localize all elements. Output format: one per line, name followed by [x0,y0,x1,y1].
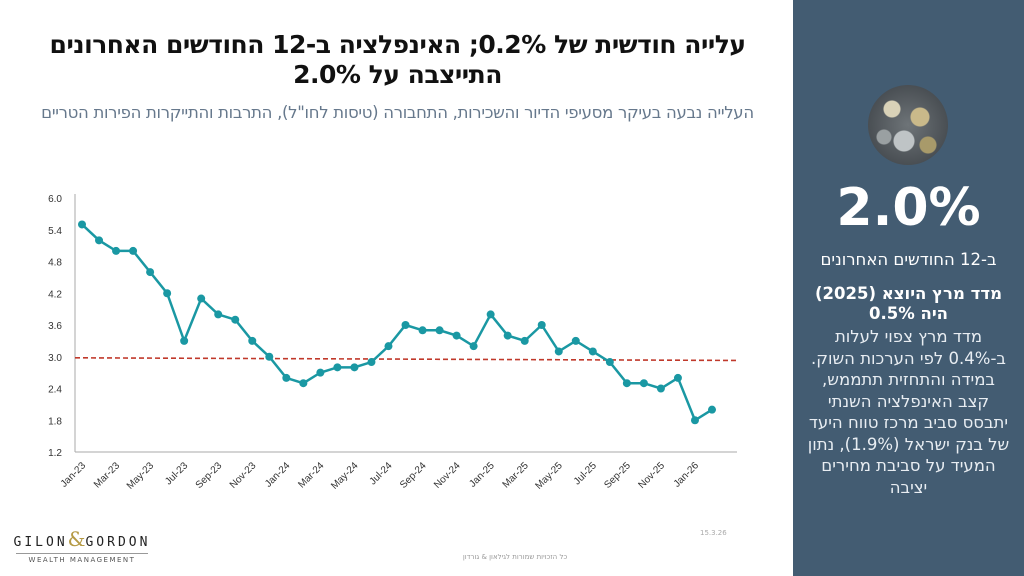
data-point [690,416,699,425]
slide-date: 15.3.26 [700,529,727,537]
x-tick-label: Nov-25 [636,460,667,491]
y-tick-label: 6.0 [48,194,62,205]
page-subtitle: העלייה נבעה בעיקר מסעיפי הדיור והשכירות,… [41,103,754,122]
headline-caption: ב-12 החודשים האחרונים [820,250,997,269]
data-point [299,379,308,388]
data-point [452,331,461,340]
body-text: מדד מרץ צפוי לעלות ב-0.4% לפי הערכות השו… [807,327,1010,497]
data-point [248,336,257,345]
data-point [112,246,121,255]
y-tick-label: 4.2 [48,289,62,300]
data-point [129,246,138,255]
data-point [520,336,529,345]
data-point [367,358,376,367]
data-point [503,331,512,340]
data-point [78,220,86,229]
page-title: עלייה חודשית של 0.2%; האינפלציה ב-12 החו… [49,30,746,89]
data-point [282,373,291,382]
data-point [418,326,427,335]
x-tick-label: May-23 [125,460,157,492]
x-tick-label: Nov-23 [228,460,259,491]
data-point [656,384,665,393]
x-tick-label: Jul-25 [572,460,599,487]
data-point [622,379,631,388]
y-tick-label: 2.4 [48,385,62,396]
data-point [571,336,580,345]
data-point [214,310,223,319]
data-point [180,336,189,345]
x-tick-label: Mar-25 [501,460,531,490]
x-tick-label: Jul-23 [163,460,190,487]
x-tick-label: Nov-24 [432,460,463,491]
x-tick-label: Sep-24 [398,460,429,491]
x-tick-label: Jul-24 [368,460,395,487]
x-tick-label: Jan-25 [467,460,497,490]
y-tick-label: 5.4 [48,226,62,237]
data-point [554,347,563,356]
data-point [316,368,325,377]
data-point [384,342,393,351]
data-point [708,405,716,414]
data-point [333,363,342,372]
data-point [486,310,495,319]
highlight-text: מדד מרץ היוצא (2025) היה 0.5% [814,284,1003,323]
x-tick-label: Sep-25 [602,460,633,491]
data-point [605,358,614,367]
data-point [95,236,104,245]
data-point [231,315,240,324]
data-point [673,373,682,382]
data-point [588,347,597,356]
copyright-text: כל הזכויות שמורות לגילאון & גורדון [462,553,568,561]
data-point [435,326,444,335]
x-tick-label: May-25 [534,460,566,492]
series-line [81,223,713,423]
coins-image [868,85,948,165]
company-logo: GILON&GORDON WEALTH MANAGEMENT [13,527,151,564]
reference-line [74,357,738,362]
x-tick-label: Mar-24 [296,460,326,490]
data-point [146,268,155,277]
x-tick-label: Sep-23 [194,460,225,491]
x-tick-label: Mar-23 [92,460,122,490]
data-point [197,294,206,303]
y-tick-label: 3.6 [48,321,62,332]
y-tick-label: 4.8 [48,258,62,269]
y-tick-label: 1.2 [48,448,62,459]
y-tick-label: 1.8 [48,416,62,427]
x-tick-label: Jan-26 [672,460,702,490]
headline-value: 2.0% [836,178,981,238]
data-point [401,321,410,329]
data-point [639,379,648,388]
data-point [350,363,359,372]
x-tick-label: Jan-23 [59,460,89,490]
data-point [265,352,274,361]
x-tick-label: Jan-24 [263,460,293,490]
y-tick-label: 3.0 [48,353,62,364]
data-point [469,342,478,351]
data-point [537,321,546,329]
x-tick-label: May-24 [329,460,361,492]
data-point [163,289,172,298]
